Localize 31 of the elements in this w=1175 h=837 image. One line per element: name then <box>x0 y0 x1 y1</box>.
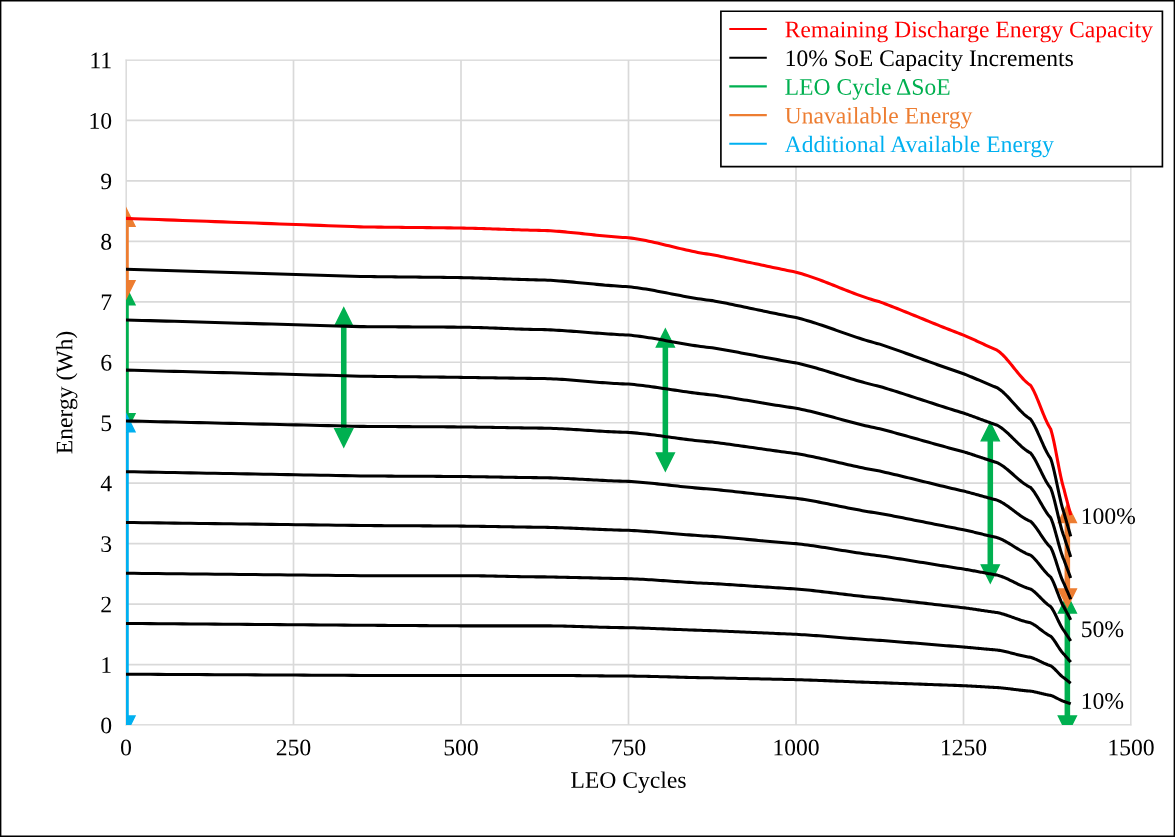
y-tick-label: 11 <box>91 52 111 69</box>
legend-label: LEO Cycle ΔSoE <box>785 78 950 100</box>
y-tick-label: 5 <box>101 415 112 432</box>
annotation: 10% <box>1082 693 1124 710</box>
y-tick-label: 0 <box>101 717 112 734</box>
x-tick-label: 1000 <box>774 739 819 756</box>
y-tick-label: 2 <box>101 596 111 613</box>
y-tick-label: 4 <box>100 475 112 492</box>
x-tick-label: 0 <box>121 739 131 756</box>
y-tick-label: 7 <box>101 294 112 311</box>
point <box>980 422 1001 442</box>
x-tick-label: 1500 <box>1109 739 1154 756</box>
x-tick-label: 250 <box>276 739 311 756</box>
annotation: 100% <box>1082 508 1136 525</box>
annotation: 50% <box>1082 621 1124 638</box>
legend-label: Additional Available Energy <box>784 135 1054 158</box>
x-tick-label: 1250 <box>941 739 987 756</box>
x-tick-label: 750 <box>612 739 646 756</box>
legend-label: Remaining Discharge Energy Capacity <box>785 20 1153 43</box>
x-tick-label: 500 <box>444 739 478 756</box>
y-tick-label: 10 <box>90 112 112 129</box>
y-tick-label: 1 <box>102 657 111 673</box>
y-axis-title: Energy (Wh) <box>55 331 78 454</box>
x-axis-title: LEO Cycles <box>571 771 686 793</box>
y-tick-label: 8 <box>101 233 112 250</box>
legend-label: 10% SoE Capacity Increments <box>786 50 1073 72</box>
y-tick-label: 3 <box>101 536 112 553</box>
y-tick-label: 9 <box>101 173 112 190</box>
point <box>655 452 676 472</box>
legend-label: Unavailable Energy <box>785 107 973 129</box>
y-tick-label: 6 <box>101 354 112 371</box>
